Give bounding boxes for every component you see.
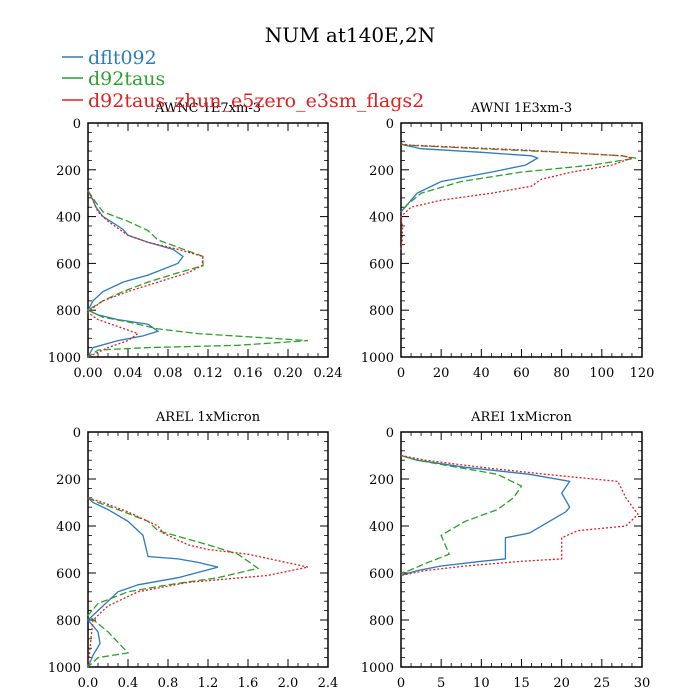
y-tick-label: 200: [56, 473, 81, 488]
x-tick-label: 30: [634, 676, 651, 691]
x-tick-label: 0: [397, 366, 405, 381]
y-tick-label: 1000: [48, 661, 81, 676]
y-tick-label: 0: [73, 117, 81, 132]
y-tick-label: 1000: [361, 661, 394, 676]
x-tick-label: 2.0: [278, 676, 299, 691]
y-tick-label: 400: [56, 520, 81, 535]
panel-title: AWNI 1E3xm-3: [470, 101, 572, 116]
series-line-d92taus: [400, 143, 637, 213]
panel-1: AWNC 1E7xm-3 0.00 0.04 0.08 0.12 0.16 0.20 0.24…: [48, 101, 343, 381]
x-tick-label: 60: [513, 366, 530, 381]
panel-3: AREL 1xMicron 0.0 0.4 0.8 1.2 1.6 2.0 2.4 0 200 40…: [48, 410, 338, 691]
x-tick-label: 100: [589, 366, 614, 381]
x-tick-label: 20: [553, 676, 570, 691]
x-tick-label: 1.6: [238, 676, 259, 691]
x-tick-label: 0.0: [78, 676, 99, 691]
y-tick-label: 1000: [361, 351, 394, 366]
y-tick-label: 800: [369, 304, 394, 319]
x-tick-label: 40: [473, 366, 490, 381]
x-tick-label: 2.4: [318, 676, 339, 691]
y-tick-label: 600: [56, 567, 81, 582]
x-tick-label: 5: [437, 676, 445, 691]
x-tick-label: 0: [397, 676, 405, 691]
x-tick-label: 20: [433, 366, 450, 381]
panel-title: AREI 1xMicron: [470, 410, 572, 425]
x-tick-label: 25: [594, 676, 611, 691]
panel-title: AWNC 1E7xm-3: [154, 101, 261, 116]
y-tick-label: 800: [369, 614, 394, 629]
y-tick-label: 400: [56, 211, 81, 226]
axes-frame: [400, 431, 643, 668]
series-line-d92taus-zhun-e5zero-e3sm-flags2: [86, 190, 204, 358]
x-tick-label: 0.12: [194, 366, 223, 381]
series-line-d92taus: [87, 497, 260, 668]
legend-label-d92taus: d92taus: [88, 68, 165, 90]
figure-title: NUM at140E,2N: [265, 23, 436, 47]
y-tick-label: 1000: [48, 351, 81, 366]
series-line-dflt092: [400, 454, 571, 577]
y-tick-label: 400: [369, 520, 394, 535]
legend-label-dflt092: dflt092: [88, 47, 157, 69]
x-tick-label: 15: [513, 676, 530, 691]
series-line-d92taus-zhun-e5zero-e3sm-flags2: [87, 497, 309, 668]
x-tick-label: 0.20: [274, 366, 303, 381]
x-tick-label: 0.24: [314, 366, 343, 381]
y-tick-label: 600: [369, 567, 394, 582]
y-tick-label: 200: [369, 164, 394, 179]
x-tick-label: 0.04: [114, 366, 143, 381]
y-tick-label: 600: [369, 257, 394, 272]
legend-label-d92taus-zhun: d92taus_zhun_e5zero_e3sm_flags2: [88, 90, 424, 112]
axes-frame: [87, 122, 329, 358]
x-tick-label: 1.2: [198, 676, 219, 691]
panel-title: AREL 1xMicron: [155, 410, 261, 425]
y-tick-label: 600: [56, 257, 81, 272]
series-line-d92taus-zhun-e5zero-e3sm-flags2: [400, 143, 635, 250]
x-tick-label: 0.8: [158, 676, 179, 691]
y-tick-label: 0: [386, 426, 394, 441]
legend: dflt092 d92taus d92taus_zhun_e5zero_e3sm…: [62, 47, 424, 112]
y-tick-label: 0: [386, 117, 394, 132]
x-tick-label: 0.08: [154, 366, 183, 381]
series-line-d92taus: [86, 190, 309, 358]
x-tick-label: 0.4: [118, 676, 139, 691]
y-tick-label: 400: [369, 211, 394, 226]
y-tick-label: 200: [369, 473, 394, 488]
x-tick-label: 120: [630, 366, 655, 381]
x-tick-label: 10: [473, 676, 490, 691]
axes-frame: [400, 122, 643, 358]
panel-2: AWNI 1E3xm-3 0 20 40 60 80 100 120 0 200 400 600 800…: [361, 101, 655, 381]
series-line-d92taus: [400, 454, 523, 574]
series-line-dflt092: [400, 143, 540, 213]
y-tick-label: 800: [56, 614, 81, 629]
y-tick-label: 800: [56, 304, 81, 319]
x-tick-label: 0.16: [234, 366, 263, 381]
x-tick-label: 80: [553, 366, 570, 381]
y-tick-label: 200: [56, 164, 81, 179]
series-line-dflt092: [87, 190, 184, 358]
y-tick-label: 0: [73, 426, 81, 441]
panel-4: AREI 1xMicron 0 5 10 15 20 25 30 0 200 400 600 800 10…: [361, 410, 650, 691]
series-line-dflt092: [87, 497, 219, 668]
x-tick-label: 0.00: [74, 366, 103, 381]
